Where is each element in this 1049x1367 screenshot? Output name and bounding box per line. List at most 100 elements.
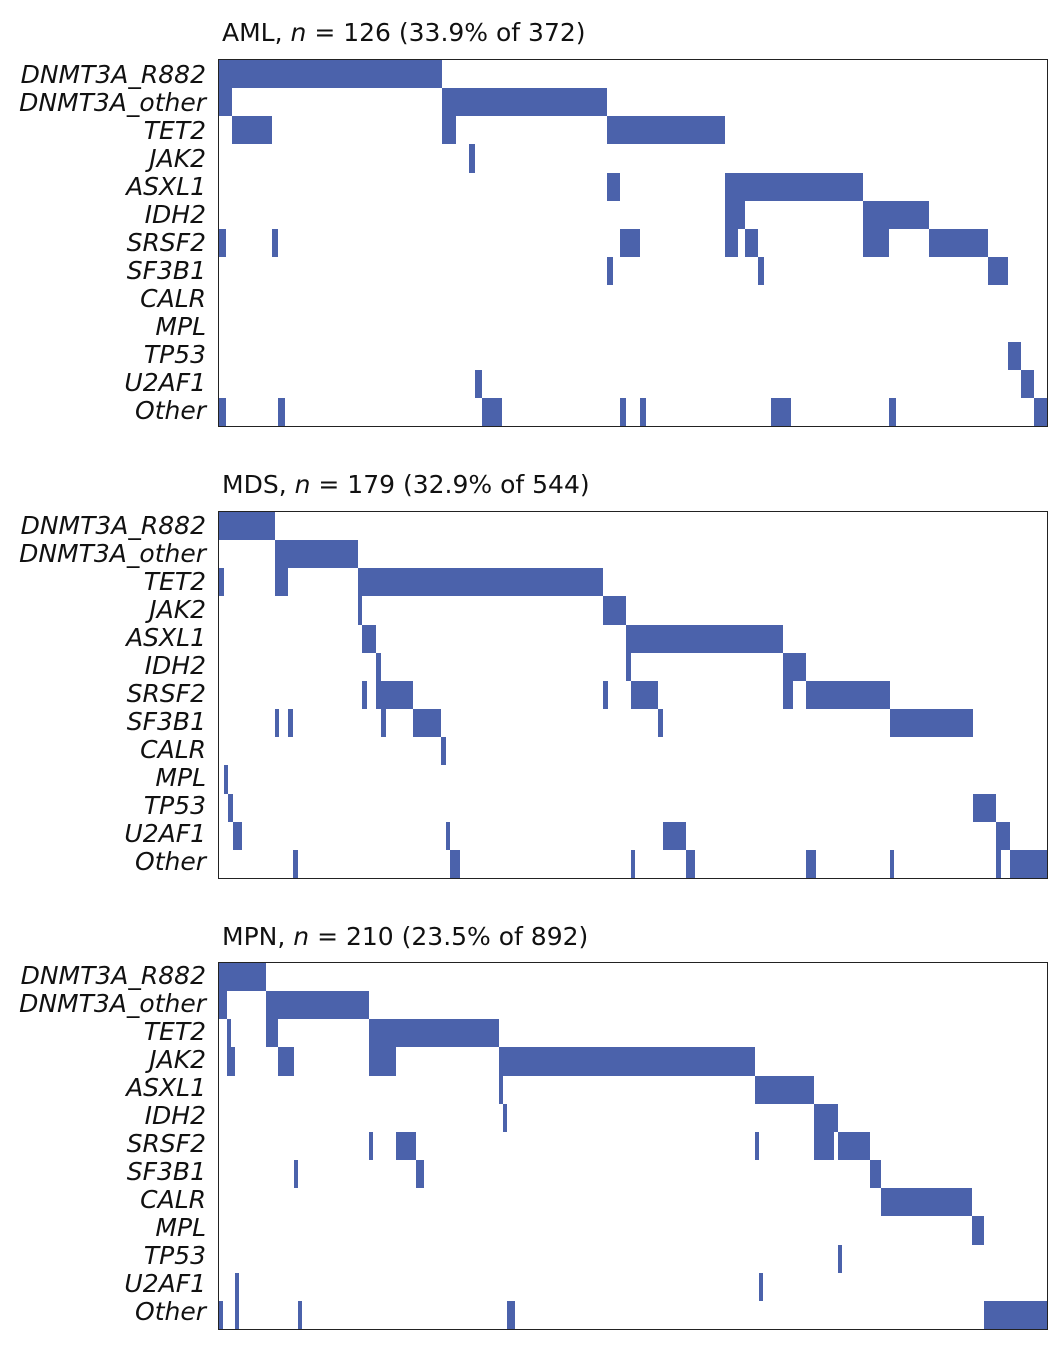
row-label-dnmt3a-other: DNMT3A_other — [19, 88, 206, 117]
n-label: n — [290, 18, 307, 47]
mutation-cell-tp53 — [838, 1244, 842, 1273]
row-label-asxl1: ASXL1 — [126, 1073, 206, 1102]
row-label-calr: CALR — [140, 1185, 206, 1214]
mutation-cell-calr — [441, 737, 446, 766]
title-separator: , — [274, 18, 291, 47]
mutation-cell-srsf2 — [376, 680, 414, 710]
mutation-cell-idh2 — [626, 652, 631, 681]
mutation-cell-jak2 — [368, 1047, 397, 1076]
mutation-cell-tp53 — [1007, 341, 1021, 370]
mutation-matrix — [218, 59, 1048, 427]
mutation-cell-dnmt3a-other — [266, 991, 369, 1020]
mutation-cell-srsf2 — [863, 228, 890, 258]
panel-title: MPN, n = 210 (23.5% of 892) — [222, 922, 588, 951]
mutation-cell-jak2 — [498, 1047, 756, 1076]
mutation-cell-tet2 — [274, 568, 289, 597]
panel-title: MDS, n = 179 (32.9% of 544) — [222, 470, 590, 499]
mutation-cell-srsf2 — [396, 1131, 417, 1161]
mutation-cell-tet2 — [226, 1019, 231, 1048]
mutation-cell-tet2 — [357, 568, 603, 597]
row-label-tp53: TP53 — [143, 340, 206, 369]
mutation-cell-u2af1 — [445, 821, 451, 850]
row-label-dnmt3a-r882: DNMT3A_R882 — [20, 961, 206, 990]
row-label-dnmt3a-r882: DNMT3A_R882 — [20, 511, 206, 540]
row-label-srsf2: SRSF2 — [126, 228, 206, 257]
row-label-tet2: TET2 — [143, 567, 206, 596]
mutation-cell-sf3b1 — [889, 709, 973, 738]
mutation-cell-idh2 — [725, 200, 745, 229]
mutation-cell-u2af1 — [759, 1272, 764, 1301]
row-label-other: Other — [135, 396, 206, 425]
mutation-cell-srsf2 — [783, 680, 793, 710]
mutation-cell-srsf2 — [271, 228, 279, 258]
mutation-cell-other — [450, 849, 460, 878]
mutation-cell-other — [771, 397, 791, 426]
mutation-cell-u2af1 — [663, 821, 687, 850]
mutation-cell-sf3b1 — [380, 709, 386, 738]
mutation-cell-u2af1 — [1020, 369, 1034, 398]
row-label-mpl: MPL — [155, 312, 206, 341]
row-label-asxl1: ASXL1 — [126, 172, 206, 201]
row-label-other: Other — [135, 1297, 206, 1326]
mutation-cell-calr — [881, 1188, 973, 1217]
mutation-cell-tet2 — [266, 1019, 279, 1048]
mutation-cell-u2af1 — [475, 369, 482, 398]
mutation-cell-dnmt3a-other — [219, 991, 227, 1020]
mutation-cell-srsf2 — [755, 1131, 760, 1161]
mutation-cell-jak2 — [357, 596, 363, 625]
mutation-cell-sf3b1 — [293, 1160, 298, 1189]
cohort-name: MPN — [222, 922, 278, 951]
mutation-cell-jak2 — [602, 596, 627, 625]
mutation-cell-sf3b1 — [413, 709, 442, 738]
row-label-sf3b1: SF3B1 — [126, 256, 206, 285]
mutation-cell-tet2 — [232, 116, 272, 145]
mutation-cell-dnmt3a-other — [442, 88, 607, 117]
mutation-cell-srsf2 — [602, 680, 608, 710]
mutation-cell-other — [293, 849, 298, 878]
title-rest: = 210 (23.5% of 892) — [309, 922, 589, 951]
mutation-cell-sf3b1 — [274, 709, 280, 738]
n-label: n — [294, 470, 311, 499]
mutation-cell-idh2 — [814, 1103, 839, 1132]
mutation-cell-dnmt3a-other — [274, 540, 358, 569]
row-label-calr: CALR — [140, 284, 206, 313]
mutation-cell-other — [630, 849, 636, 878]
row-label-u2af1: U2AF1 — [124, 368, 206, 397]
row-label-jak2: JAK2 — [149, 144, 206, 173]
row-label-sf3b1: SF3B1 — [126, 1157, 206, 1186]
mutation-cell-asxl1 — [725, 172, 863, 201]
cohort-name: AML — [222, 18, 275, 47]
title-separator: , — [278, 470, 295, 499]
mutation-cell-tp53 — [972, 793, 997, 822]
row-label-tet2: TET2 — [143, 116, 206, 145]
mutation-cell-srsf2 — [928, 228, 988, 258]
mutation-cell-tet2 — [368, 1019, 499, 1048]
title-rest: = 126 (33.9% of 372) — [306, 18, 586, 47]
row-label-other: Other — [135, 847, 206, 876]
row-label-srsf2: SRSF2 — [126, 1129, 206, 1158]
row-label-calr: CALR — [140, 735, 206, 764]
mutation-cell-sf3b1 — [658, 709, 664, 738]
mutation-cell-jak2 — [468, 144, 476, 173]
mutation-cell-sf3b1 — [757, 257, 765, 286]
mutation-matrix — [218, 511, 1048, 879]
row-label-asxl1: ASXL1 — [126, 623, 206, 652]
mutation-cell-other — [889, 849, 895, 878]
row-label-mpl: MPL — [155, 1213, 206, 1242]
mutation-cell-sf3b1 — [869, 1160, 882, 1189]
mutation-cell-other — [481, 397, 502, 426]
row-label-u2af1: U2AF1 — [124, 819, 206, 848]
mutation-cell-idh2 — [863, 200, 929, 229]
mutation-cell-srsf2 — [619, 228, 640, 258]
mutation-cell-idh2 — [783, 652, 807, 681]
row-label-dnmt3a-other: DNMT3A_other — [19, 539, 206, 568]
mutation-cell-mpl — [223, 765, 229, 794]
mutation-cell-other — [686, 849, 696, 878]
mutation-cell-srsf2 — [630, 680, 659, 710]
mutation-cell-dnmt3a-r882 — [219, 512, 275, 541]
row-label-tet2: TET2 — [143, 1017, 206, 1046]
mutation-cell-idh2 — [502, 1103, 507, 1132]
mutation-cell-mpl — [972, 1216, 984, 1245]
mutation-cell-other — [1009, 849, 1047, 878]
panel-mds: MDS, n = 179 (32.9% of 544) DNMT3A_R882 … — [0, 466, 1049, 886]
